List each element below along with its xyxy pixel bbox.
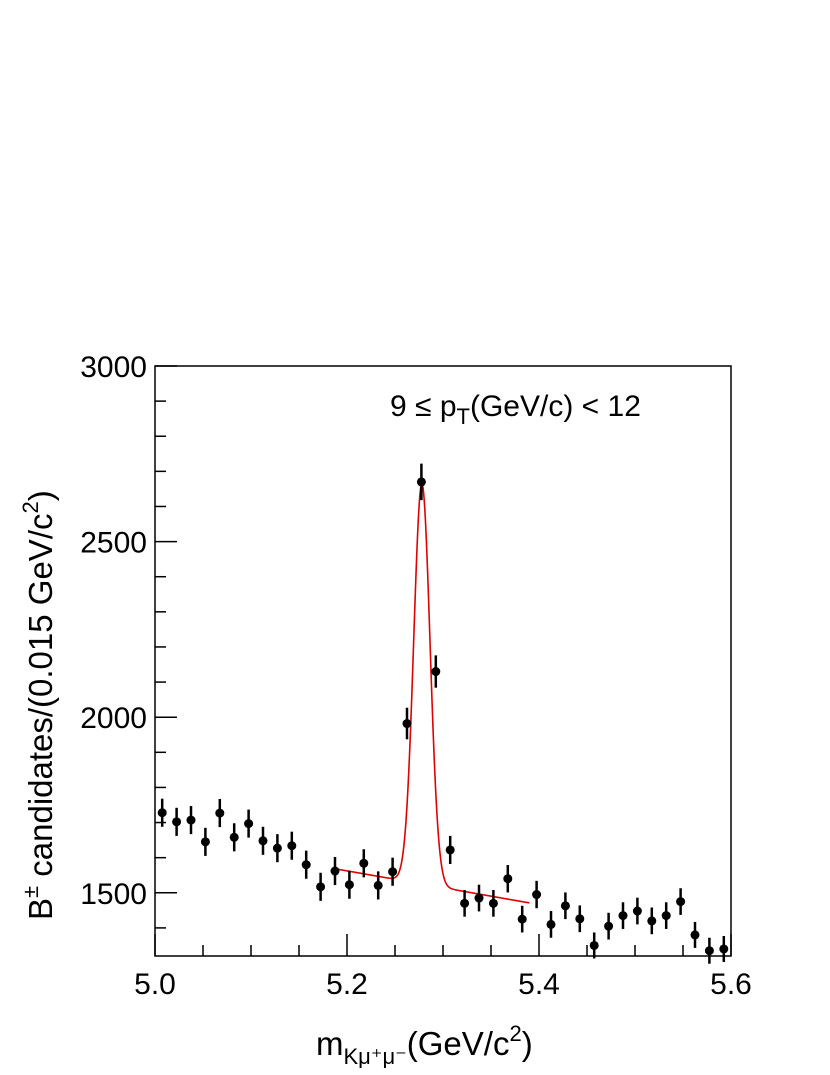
x-tick-label: 5.2 bbox=[326, 968, 368, 1001]
data-point bbox=[431, 655, 441, 688]
data-marker bbox=[632, 906, 642, 916]
y-tick-label: 3000 bbox=[80, 351, 147, 384]
y-axis-ticks: 1500 2000 2500 3000 bbox=[80, 351, 177, 929]
x-axis-ticks: 5.0 5.2 5.4 5.6 bbox=[134, 934, 752, 1001]
data-point bbox=[186, 806, 196, 835]
data-marker bbox=[560, 901, 570, 911]
y-axis-label: B± candidates/(0.015 GeV/c2) bbox=[18, 490, 59, 920]
data-marker bbox=[200, 837, 210, 847]
data-marker bbox=[474, 893, 484, 903]
data-point bbox=[215, 799, 225, 828]
data-marker bbox=[503, 874, 513, 884]
x-tick-label: 5.4 bbox=[518, 968, 560, 1001]
data-marker bbox=[359, 858, 369, 868]
data-marker bbox=[661, 911, 671, 921]
data-point bbox=[272, 834, 282, 863]
data-marker bbox=[388, 867, 398, 877]
data-point bbox=[604, 912, 614, 940]
data-point bbox=[287, 831, 297, 860]
data-marker bbox=[604, 921, 614, 931]
data-marker bbox=[647, 916, 657, 926]
data-point bbox=[690, 921, 700, 948]
data-marker bbox=[172, 817, 182, 827]
data-marker bbox=[229, 832, 239, 842]
data-point bbox=[200, 827, 210, 856]
data-marker bbox=[690, 930, 700, 940]
data-point bbox=[517, 905, 527, 933]
data-marker bbox=[704, 946, 714, 956]
data-marker bbox=[402, 719, 412, 729]
data-point bbox=[229, 823, 239, 852]
fit-curve-layer bbox=[332, 482, 530, 904]
data-marker bbox=[517, 914, 527, 924]
data-point bbox=[560, 892, 570, 920]
data-point bbox=[719, 935, 729, 962]
data-point bbox=[258, 826, 268, 855]
data-marker bbox=[532, 890, 542, 900]
x-axis-label: mKμ⁺μ⁻(GeV/c2) bbox=[316, 1021, 533, 1069]
data-point bbox=[388, 857, 398, 886]
data-marker bbox=[215, 808, 225, 818]
data-marker bbox=[416, 477, 426, 487]
pt-range-annotation: 9 ≤ pT(GeV/c) < 12 bbox=[390, 390, 641, 429]
data-point bbox=[488, 889, 498, 917]
y-tick-label: 1500 bbox=[80, 878, 147, 911]
data-point bbox=[416, 463, 426, 501]
data-point bbox=[474, 884, 484, 912]
x-tick-label: 5.6 bbox=[710, 968, 752, 1001]
plot-frame bbox=[154, 365, 732, 957]
y-tick-label: 2000 bbox=[80, 702, 147, 735]
data-marker bbox=[445, 845, 455, 855]
data-marker bbox=[301, 860, 311, 870]
data-point bbox=[704, 937, 714, 964]
data-point bbox=[546, 911, 556, 938]
y-tick-label: 2500 bbox=[80, 527, 147, 560]
data-marker bbox=[546, 919, 556, 929]
data-marker bbox=[618, 911, 628, 921]
data-marker bbox=[589, 940, 599, 950]
data-points-layer bbox=[157, 463, 729, 964]
data-point bbox=[503, 865, 513, 893]
data-point bbox=[676, 888, 686, 915]
data-marker bbox=[244, 819, 254, 829]
data-point bbox=[532, 880, 542, 909]
data-point bbox=[172, 807, 182, 836]
data-marker bbox=[676, 897, 686, 907]
data-marker bbox=[157, 808, 167, 818]
data-point bbox=[575, 905, 585, 933]
data-point bbox=[647, 907, 657, 935]
data-point bbox=[244, 809, 254, 838]
data-point bbox=[157, 798, 167, 827]
data-marker bbox=[488, 898, 498, 908]
data-point bbox=[661, 902, 671, 929]
data-marker bbox=[272, 843, 282, 853]
data-point bbox=[402, 707, 412, 740]
data-point bbox=[460, 889, 470, 917]
data-point bbox=[316, 872, 326, 901]
data-marker bbox=[258, 836, 268, 846]
fit-curve bbox=[332, 482, 530, 904]
data-marker bbox=[287, 841, 297, 851]
data-point bbox=[373, 871, 383, 900]
data-point bbox=[445, 835, 455, 864]
data-marker bbox=[575, 914, 585, 924]
x-tick-label: 5.0 bbox=[134, 968, 176, 1001]
data-marker bbox=[431, 667, 441, 677]
data-point bbox=[359, 849, 369, 878]
data-point bbox=[301, 850, 311, 879]
data-marker bbox=[373, 880, 383, 890]
data-marker bbox=[330, 866, 340, 876]
data-marker bbox=[186, 815, 196, 825]
data-point bbox=[589, 932, 599, 959]
data-point bbox=[330, 856, 340, 886]
data-marker bbox=[719, 944, 729, 954]
data-marker bbox=[316, 882, 326, 892]
data-point bbox=[344, 870, 354, 899]
data-point bbox=[632, 897, 642, 925]
data-marker bbox=[460, 898, 470, 908]
data-marker bbox=[344, 880, 354, 890]
data-point bbox=[618, 902, 628, 929]
